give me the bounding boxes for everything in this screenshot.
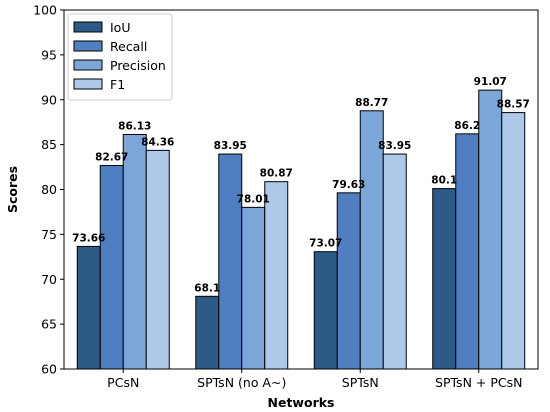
bar-precision xyxy=(478,89,503,370)
bar-f1 xyxy=(145,149,170,370)
bar-precision xyxy=(122,133,147,370)
x-tick-label: PCsN xyxy=(107,375,139,390)
legend-swatch-f1 xyxy=(73,78,103,90)
data-label: 86.13 xyxy=(118,120,151,132)
y-tick-label: 95 xyxy=(41,47,57,62)
legend: IoU Recall Precision F1 xyxy=(67,13,173,101)
data-label: 86.2 xyxy=(454,120,480,132)
data-label: 68.1 xyxy=(194,282,220,294)
data-label: 88.77 xyxy=(355,97,388,109)
bar-iou xyxy=(432,188,457,370)
data-label: 80.1 xyxy=(431,175,457,187)
data-label: 83.95 xyxy=(378,140,411,152)
data-label: 88.57 xyxy=(497,99,530,111)
x-axis: PCsN SPTsN (no A~) SPTsN SPTsN + PCsN xyxy=(107,369,522,390)
bar-recall xyxy=(455,133,480,370)
bar-iou xyxy=(76,245,101,370)
y-axis-title: Scores xyxy=(5,166,20,213)
data-label: 82.67 xyxy=(95,152,128,164)
y-tick-label: 85 xyxy=(41,137,57,152)
legend-label: IoU xyxy=(110,20,130,35)
y-tick-label: 100 xyxy=(33,3,57,18)
y-tick-label: 60 xyxy=(41,362,57,377)
bar-precision xyxy=(241,206,266,370)
bar-f1 xyxy=(501,112,526,370)
x-tick-label: SPTsN xyxy=(342,375,379,390)
legend-swatch-precision xyxy=(73,59,103,71)
x-tick-label: SPTsN + PCsN xyxy=(435,375,522,390)
value-labels-group: 73.66 82.67 86.13 84.36 68.1 83.95 78.01 80.87 7… xyxy=(72,76,530,294)
bar-f1 xyxy=(264,181,289,370)
bar-iou xyxy=(195,295,220,370)
legend-label: Recall xyxy=(110,39,147,54)
data-label: 79.63 xyxy=(332,179,365,191)
y-axis: 60 65 70 75 80 85 90 95 100 xyxy=(33,3,64,377)
bar-recall xyxy=(99,165,124,370)
x-axis-title: Networks xyxy=(268,395,335,410)
data-label: 78.01 xyxy=(237,193,270,205)
data-label: 83.95 xyxy=(214,140,247,152)
y-tick-label: 90 xyxy=(41,92,57,107)
legend-label: Precision xyxy=(110,58,166,73)
bars-group xyxy=(76,89,526,370)
bar-iou xyxy=(313,251,338,370)
y-tick-label: 70 xyxy=(41,272,57,287)
y-tick-label: 80 xyxy=(41,182,57,197)
legend-label: F1 xyxy=(110,77,125,92)
data-label: 84.36 xyxy=(141,136,174,148)
data-label: 80.87 xyxy=(260,168,293,180)
bar-recall xyxy=(336,192,361,370)
legend-swatch-recall xyxy=(73,40,103,52)
bar-f1 xyxy=(382,153,407,370)
x-tick-label: SPTsN (no A~) xyxy=(197,375,286,390)
data-label: 91.07 xyxy=(474,76,507,88)
y-tick-label: 65 xyxy=(41,317,57,332)
bar-recall xyxy=(218,153,243,370)
data-label: 73.07 xyxy=(309,238,342,250)
data-label: 73.66 xyxy=(72,232,105,244)
y-tick-label: 75 xyxy=(41,227,57,242)
legend-swatch-iou xyxy=(73,21,103,33)
